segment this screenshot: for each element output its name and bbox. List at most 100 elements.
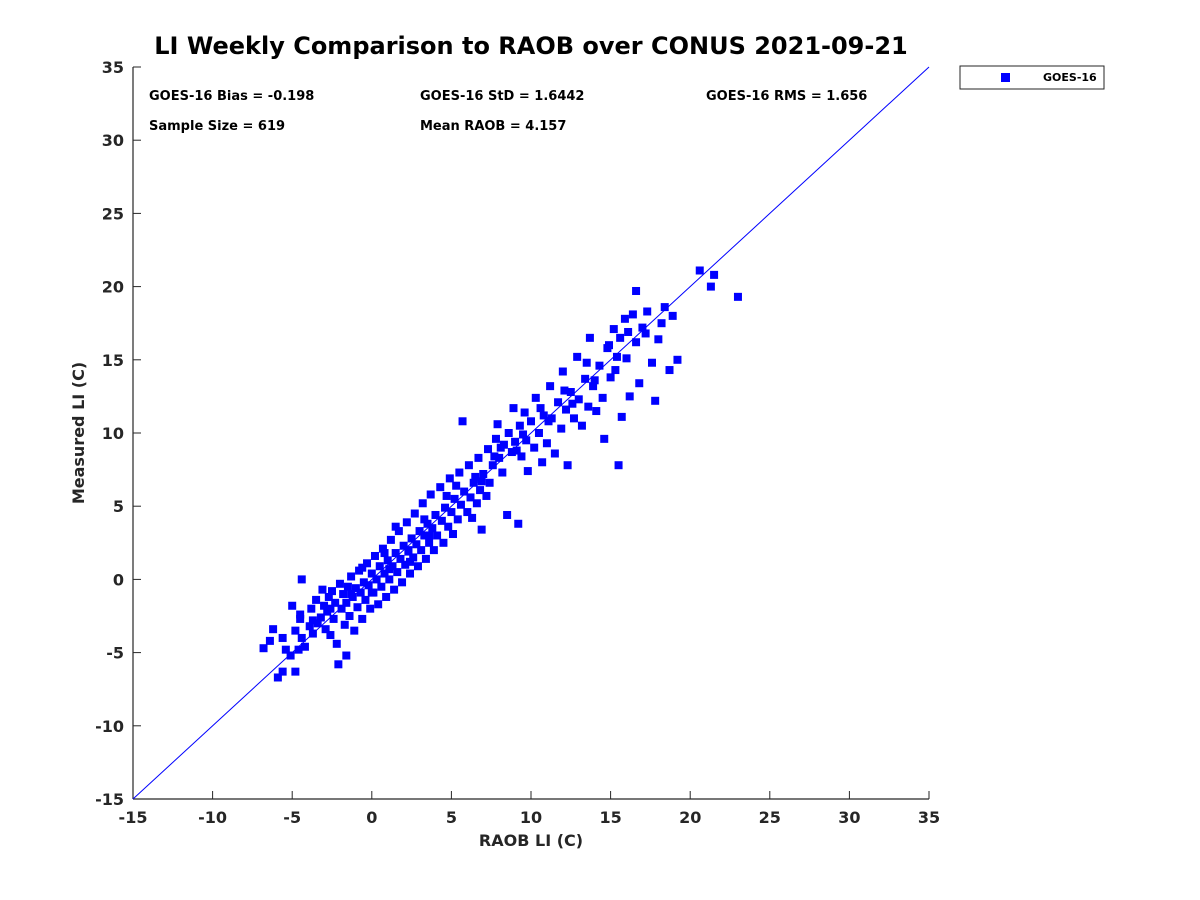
data-point xyxy=(544,417,553,426)
data-point xyxy=(390,585,399,594)
data-point xyxy=(425,531,434,540)
data-point xyxy=(409,553,418,562)
data-point xyxy=(436,483,445,492)
data-point xyxy=(415,527,424,536)
data-point xyxy=(345,612,354,620)
data-point xyxy=(632,338,641,347)
data-point xyxy=(673,355,682,364)
data-point xyxy=(380,569,389,578)
data-point xyxy=(321,625,330,634)
data-point xyxy=(582,358,591,367)
data-point xyxy=(574,395,583,404)
data-point xyxy=(358,614,367,623)
data-point xyxy=(469,478,478,487)
data-point xyxy=(433,531,442,540)
data-point xyxy=(569,414,578,423)
data-point xyxy=(334,660,343,669)
y-tick-label: 35 xyxy=(102,58,124,77)
y-axis-label: Measured LI (C) xyxy=(69,362,88,504)
data-point xyxy=(366,604,375,613)
data-point xyxy=(265,636,274,645)
data-point xyxy=(595,361,604,370)
data-point xyxy=(573,352,582,361)
data-point xyxy=(657,319,666,328)
data-point xyxy=(391,522,400,531)
data-point xyxy=(507,448,516,457)
data-point xyxy=(332,639,341,648)
data-point xyxy=(563,461,572,470)
data-point xyxy=(347,572,356,581)
data-point xyxy=(600,434,609,443)
data-point xyxy=(498,468,507,477)
data-point xyxy=(401,560,410,569)
data-point xyxy=(393,568,402,577)
data-point xyxy=(472,499,481,508)
data-point xyxy=(490,452,499,461)
data-point xyxy=(733,292,742,301)
data-point xyxy=(474,453,483,462)
data-point xyxy=(337,604,346,613)
data-point xyxy=(632,286,641,295)
data-point xyxy=(335,579,344,588)
data-point xyxy=(308,629,317,638)
data-point xyxy=(324,592,333,601)
data-point xyxy=(463,508,472,517)
data-point xyxy=(329,614,338,623)
data-point xyxy=(647,358,656,367)
data-point xyxy=(643,307,652,316)
data-point xyxy=(539,411,548,420)
data-point xyxy=(431,510,440,519)
data-point xyxy=(612,352,621,361)
data-point xyxy=(562,405,571,414)
data-point xyxy=(425,538,434,547)
data-point xyxy=(316,613,325,622)
x-tick-label: -10 xyxy=(198,808,227,827)
y-tick-label: 25 xyxy=(102,204,124,223)
data-point xyxy=(527,417,535,426)
data-point xyxy=(385,575,394,584)
y-tick-label: 30 xyxy=(102,131,124,150)
data-point xyxy=(359,578,368,587)
data-point xyxy=(377,582,386,591)
data-point xyxy=(641,329,650,338)
data-point xyxy=(695,266,704,275)
data-point xyxy=(331,598,340,607)
x-tick-label: -15 xyxy=(119,808,148,827)
data-point xyxy=(558,367,567,376)
data-point xyxy=(511,437,520,446)
data-point xyxy=(313,619,322,628)
data-point xyxy=(584,402,593,411)
data-point xyxy=(339,590,348,599)
data-point xyxy=(471,472,480,481)
data-point xyxy=(444,522,453,531)
data-point xyxy=(554,398,563,407)
data-point xyxy=(531,393,540,402)
data-point xyxy=(269,625,278,634)
data-point xyxy=(477,525,486,534)
stat-rms: GOES-16 RMS = 1.656 xyxy=(706,89,867,104)
data-point xyxy=(495,453,504,462)
data-point xyxy=(441,503,450,512)
data-point xyxy=(413,562,422,571)
data-point xyxy=(351,584,360,593)
data-point xyxy=(291,626,300,635)
data-point xyxy=(320,601,329,610)
data-point xyxy=(297,633,306,642)
stat-std: GOES-16 StD = 1.6442 xyxy=(420,89,584,104)
data-point xyxy=(356,588,365,597)
data-point xyxy=(307,604,316,613)
data-point xyxy=(328,587,336,596)
data-point xyxy=(273,673,282,682)
data-point xyxy=(318,585,327,594)
data-point xyxy=(616,333,625,342)
x-tick-label: 25 xyxy=(759,808,781,827)
data-point xyxy=(402,518,411,527)
data-point xyxy=(624,327,633,336)
data-point xyxy=(665,366,674,375)
stat-mean-raob: Mean RAOB = 4.157 xyxy=(420,119,566,134)
data-point xyxy=(361,595,370,604)
data-point xyxy=(394,527,403,536)
data-point xyxy=(429,546,438,555)
data-point xyxy=(439,538,448,547)
data-point xyxy=(437,516,446,525)
